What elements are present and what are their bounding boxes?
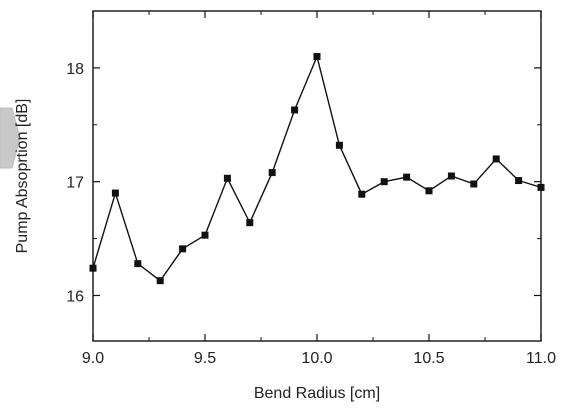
data-point-marker xyxy=(403,173,411,181)
x-tick-label: 10.0 xyxy=(301,350,332,367)
data-point-marker xyxy=(223,174,231,182)
data-point-marker xyxy=(425,187,433,195)
x-axis-title: Bend Radius [cm] xyxy=(254,385,380,402)
series-line xyxy=(92,54,542,282)
data-point-marker xyxy=(179,245,187,253)
data-point-marker xyxy=(447,172,455,180)
axis-ticks xyxy=(92,11,542,341)
data-point-marker xyxy=(201,231,209,239)
data-point-marker xyxy=(313,53,321,61)
y-tick-label: 17 xyxy=(66,175,84,192)
x-tick-label: 9.5 xyxy=(194,350,216,367)
data-point-marker xyxy=(291,106,299,114)
data-point-marker xyxy=(89,264,97,272)
plot-frame xyxy=(92,10,542,342)
data-point-marker xyxy=(335,141,343,149)
data-point-marker xyxy=(246,219,254,227)
axis-tick-labels: 9.0 9.5 10.0 10.5 11.0 16 17 18 xyxy=(66,61,556,367)
data-point-marker xyxy=(380,178,388,186)
data-point-marker xyxy=(537,183,545,191)
data-point-marker xyxy=(268,169,276,177)
y-axis-title: Pump Absoprtion [dB] xyxy=(14,99,31,254)
x-tick-label: 10.5 xyxy=(413,350,444,367)
data-point-marker xyxy=(134,260,142,268)
arrow-fragment-icon xyxy=(0,107,21,169)
y-tick-label: 16 xyxy=(66,288,84,305)
data-point-marker xyxy=(470,180,478,188)
data-point-marker xyxy=(492,155,500,163)
data-point-marker xyxy=(515,177,523,185)
x-tick-label: 11.0 xyxy=(526,350,556,367)
x-tick-label: 9.0 xyxy=(82,350,104,367)
data-point-marker xyxy=(156,277,164,285)
data-point-marker xyxy=(358,190,366,198)
series-markers xyxy=(89,53,545,285)
y-tick-label: 18 xyxy=(66,61,84,78)
data-point-marker xyxy=(111,189,119,197)
